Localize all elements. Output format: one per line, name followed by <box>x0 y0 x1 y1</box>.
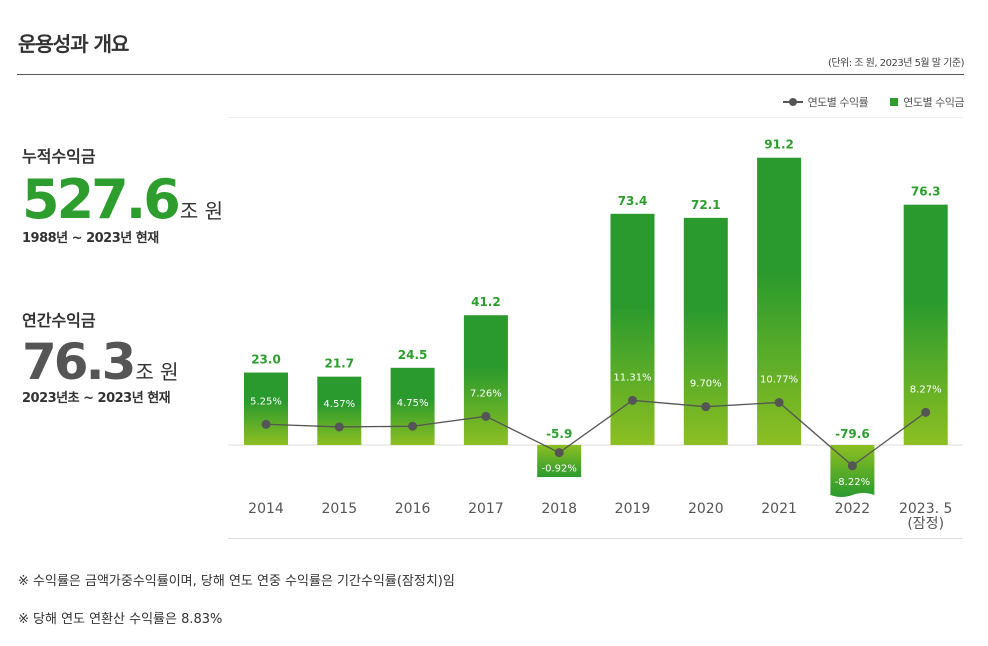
bar-value-label: -79.6 <box>835 427 870 441</box>
bar-value-label: 76.3 <box>911 185 941 199</box>
rate-point <box>261 419 271 429</box>
rate-label: 9.70% <box>690 379 722 390</box>
bar-value-label: 23.0 <box>251 353 281 367</box>
rate-label: 8.27% <box>910 384 942 395</box>
annual-amount: 76.3 <box>22 333 136 391</box>
legend-label: 연도별 수익금 <box>903 96 964 109</box>
x-tick-label: 2022 <box>835 501 871 517</box>
annual-stat: 연간수익금 76.3 조 원 2023년초 ~ 2023년 현재 <box>22 307 179 406</box>
footnotes: ※ 수익률은 금액가중수익률이며, 당해 연도 연중 수익률은 기간수익률(잠정… <box>18 570 455 646</box>
footnote: ※ 당해 연도 연환산 수익률은 8.83% <box>18 612 223 627</box>
bar <box>757 157 802 445</box>
annual-period: 2023년초 ~ 2023년 현재 <box>22 391 171 406</box>
rate-label: -8.22% <box>835 477 870 488</box>
bar-value-label: -5.9 <box>546 427 572 441</box>
rate-point <box>628 395 637 405</box>
bar-value-label: 73.4 <box>618 194 648 208</box>
plot-bottom-border <box>228 538 963 539</box>
rate-point <box>847 461 857 471</box>
rate-label: -0.92% <box>542 464 577 475</box>
x-tick-label: 2020 <box>688 501 724 517</box>
rate-point <box>408 421 418 431</box>
legend-label: 연도별 수익률 <box>807 96 869 109</box>
annual-label: 연간수익금 <box>22 311 96 330</box>
rate-label: 10.77% <box>760 374 798 385</box>
x-tick-label: (잠정) <box>907 516 944 532</box>
x-tick-label: 2021 <box>761 501 797 517</box>
rate-point <box>334 422 344 432</box>
x-tick-label: 2023. 5 <box>899 501 952 517</box>
rate-point <box>774 397 784 407</box>
bar <box>244 372 288 445</box>
rate-label: 11.31% <box>613 372 651 383</box>
cumulative-value: 527.6 조 원 <box>22 173 223 227</box>
bar <box>390 367 435 445</box>
cumulative-label: 누적수익금 <box>22 147 96 166</box>
bar <box>317 376 362 445</box>
bar-value-label: 24.5 <box>398 348 428 362</box>
x-tick-label: 2019 <box>615 501 651 517</box>
cumulative-amount: 527.6 <box>22 168 181 231</box>
line-marker-icon <box>782 98 803 106</box>
rate-point <box>554 448 564 458</box>
bar-value-label: 41.2 <box>471 295 501 309</box>
divider <box>17 74 964 75</box>
bar-value-label: 91.2 <box>764 138 794 152</box>
bar <box>610 213 655 445</box>
x-tick-label: 2017 <box>468 501 504 517</box>
rate-label: 7.26% <box>470 388 502 399</box>
x-tick-label: 2016 <box>395 501 431 517</box>
cumulative-period: 1988년 ~ 2023년 현재 <box>22 231 159 246</box>
legend-item-rate: 연도별 수익률 <box>782 94 869 110</box>
bar <box>463 315 508 445</box>
bar <box>903 204 948 445</box>
x-tick-label: 2015 <box>321 501 357 517</box>
rate-label: 4.57% <box>323 399 355 410</box>
bar-value-label: 72.1 <box>691 198 721 212</box>
x-tick-label: 2014 <box>248 501 284 517</box>
bar-value-label: 21.7 <box>324 357 354 371</box>
chart-legend: 연도별 수익률 연도별 수익금 <box>782 94 964 110</box>
rate-line <box>265 399 927 467</box>
rate-point <box>481 411 491 421</box>
bar-square-icon <box>890 98 899 106</box>
unit-note: (단위: 조 원, 2023년 5월 말 기준) <box>827 58 965 69</box>
annual-value: 76.3 조 원 <box>22 337 179 387</box>
footnote: ※ 수익률은 금액가중수익률이며, 당해 연도 연중 수익률은 기간수익률(잠정… <box>18 574 455 589</box>
plot-top-border <box>228 117 963 118</box>
page-title: 운용성과 개요 <box>18 32 129 56</box>
cumulative-stat: 누적수익금 527.6 조 원 1988년 ~ 2023년 현재 <box>22 143 223 246</box>
rate-point <box>921 407 931 417</box>
rate-label: 4.75% <box>397 398 429 409</box>
rate-point <box>701 402 711 412</box>
x-tick-label: 2018 <box>541 501 577 517</box>
rate-label: 5.25% <box>250 396 282 407</box>
cumulative-unit: 조 원 <box>179 199 223 223</box>
annual-unit: 조 원 <box>135 360 179 384</box>
legend-item-profit: 연도별 수익금 <box>890 94 964 110</box>
